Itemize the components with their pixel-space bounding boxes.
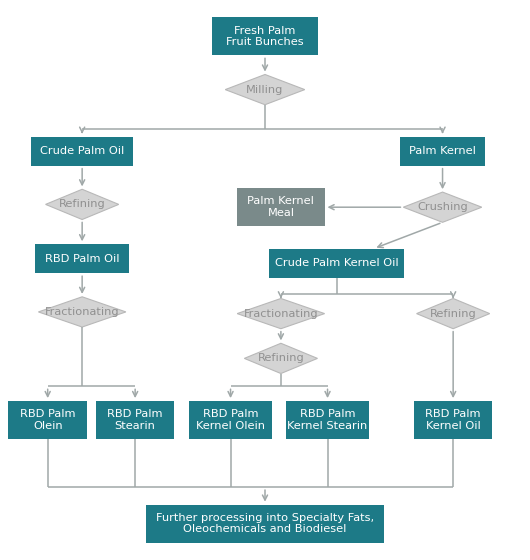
Text: Fractionating: Fractionating <box>45 307 119 317</box>
FancyBboxPatch shape <box>8 401 87 439</box>
Text: RBD Palm
Kernel Olein: RBD Palm Kernel Olein <box>196 409 265 431</box>
Polygon shape <box>244 343 317 374</box>
FancyBboxPatch shape <box>414 401 492 439</box>
Polygon shape <box>417 298 490 329</box>
Text: Fractionating: Fractionating <box>244 309 318 319</box>
FancyBboxPatch shape <box>146 505 384 543</box>
Text: Crushing: Crushing <box>417 202 468 212</box>
Polygon shape <box>38 297 126 327</box>
FancyBboxPatch shape <box>190 401 271 439</box>
FancyBboxPatch shape <box>96 401 174 439</box>
FancyBboxPatch shape <box>237 188 324 226</box>
FancyBboxPatch shape <box>31 137 133 166</box>
Text: Further processing into Specialty Fats,
Oleochemicals and Biodiesel: Further processing into Specialty Fats, … <box>156 513 374 534</box>
Polygon shape <box>237 298 324 329</box>
FancyBboxPatch shape <box>400 137 485 166</box>
Text: RBD Palm Oil: RBD Palm Oil <box>45 254 119 264</box>
Text: RBD Palm
Olein: RBD Palm Olein <box>20 409 75 431</box>
FancyBboxPatch shape <box>212 17 318 55</box>
Text: Refining: Refining <box>59 199 105 209</box>
Text: RBD Palm
Kernel Oil: RBD Palm Kernel Oil <box>426 409 481 431</box>
Text: Palm Kernel: Palm Kernel <box>409 146 476 156</box>
Text: Crude Palm Oil: Crude Palm Oil <box>40 146 124 156</box>
FancyBboxPatch shape <box>35 244 129 273</box>
Text: Refining: Refining <box>430 309 476 319</box>
Text: Palm Kernel
Meal: Palm Kernel Meal <box>248 197 314 218</box>
Text: Refining: Refining <box>258 353 304 363</box>
Polygon shape <box>403 192 482 222</box>
Text: Fresh Palm
Fruit Bunches: Fresh Palm Fruit Bunches <box>226 26 304 47</box>
Text: Crude Palm Kernel Oil: Crude Palm Kernel Oil <box>275 258 399 268</box>
Text: RBD Palm
Kernel Stearin: RBD Palm Kernel Stearin <box>287 409 368 431</box>
Text: Milling: Milling <box>246 85 284 95</box>
Text: RBD Palm
Stearin: RBD Palm Stearin <box>108 409 163 431</box>
FancyBboxPatch shape <box>286 401 369 439</box>
FancyBboxPatch shape <box>269 249 404 278</box>
Polygon shape <box>225 74 305 105</box>
Polygon shape <box>46 189 119 220</box>
